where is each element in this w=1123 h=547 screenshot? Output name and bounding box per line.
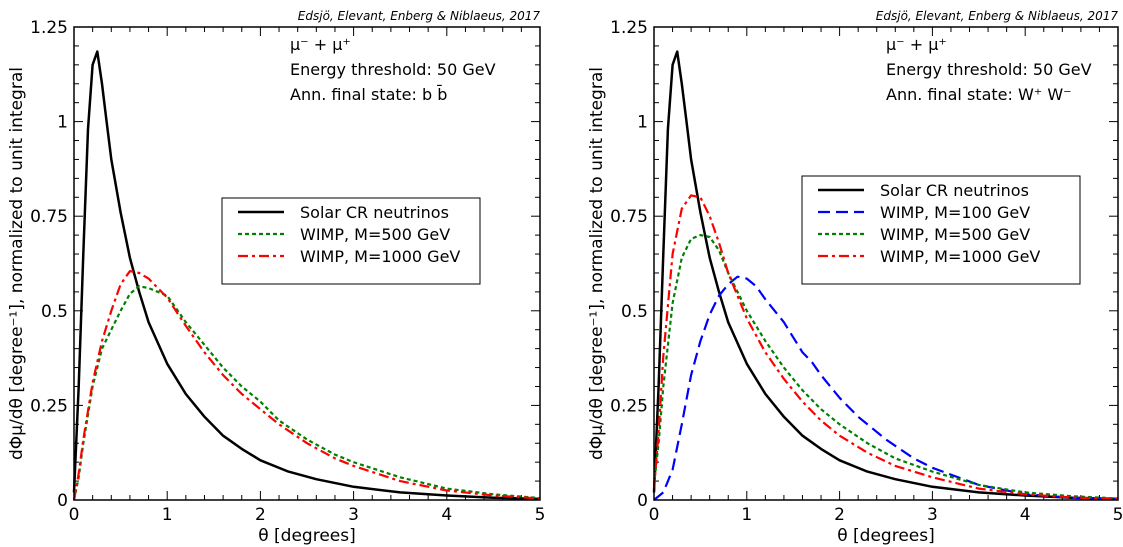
chart-panel-1: 0 1 2 3 4 5 0 0.25 0.5 0.75 1 1.25 Edsjö, Elevant, E… xyxy=(7,9,545,546)
x-axis-label: θ [degrees] xyxy=(837,526,935,546)
credit-text: Edsjö, Elevant, Enberg & Niblaeus, 2017 xyxy=(876,9,1119,23)
series-line-3 xyxy=(72,270,541,501)
series-line-1 xyxy=(72,50,541,501)
x-tick-label: 0 xyxy=(69,505,80,525)
annotation-text: Ann. final state: W⁺ W⁻ xyxy=(886,85,1072,104)
annotation-text: Energy threshold: 50 GeV xyxy=(290,60,496,79)
plot-frame xyxy=(653,26,1119,501)
x-tick-label: 5 xyxy=(1113,505,1123,525)
legend-label: WIMP, M=1000 GeV xyxy=(880,247,1040,266)
legend-label: Solar CR neutrinos xyxy=(300,203,449,222)
legend-label: WIMP, M=500 GeV xyxy=(300,225,450,244)
annotation-text: μ⁻ + μ⁺ xyxy=(886,35,947,54)
y-tick-label: 0.75 xyxy=(30,207,68,227)
x-tick-label: 1 xyxy=(162,505,173,525)
series-line-2 xyxy=(72,285,541,501)
x-tick-label: 4 xyxy=(1020,505,1031,525)
series-line-2 xyxy=(653,275,1119,501)
y-tick-label: 0.25 xyxy=(610,396,648,416)
y-tick-label: 1 xyxy=(637,113,648,133)
annotation-text: Ann. final state: b b̄ xyxy=(290,85,447,104)
y-axis-label: dΦμ/dθ [degree⁻¹], normalized to unit in… xyxy=(587,67,607,460)
x-tick-label: 2 xyxy=(834,505,845,525)
y-tick-label: 0.5 xyxy=(621,302,648,322)
y-tick-label: 1.25 xyxy=(30,18,68,38)
chart-panel-2: 0 1 2 3 4 5 0 0.25 0.5 0.75 1 1.25 Edsjö, Elevant, E… xyxy=(587,9,1123,546)
x-tick-label: 1 xyxy=(741,505,752,525)
x-tick-label: 2 xyxy=(255,505,266,525)
series-line-4 xyxy=(652,194,1119,501)
y-tick-label: 0.25 xyxy=(30,396,68,416)
x-tick-label: 3 xyxy=(348,505,359,525)
legend-label: WIMP, M=500 GeV xyxy=(880,225,1030,244)
y-axis-label: dΦμ/dθ [degree⁻¹], normalized to unit in… xyxy=(7,67,27,460)
legend-label: Solar CR neutrinos xyxy=(880,181,1029,200)
legend-label: WIMP, M=100 GeV xyxy=(880,203,1030,222)
y-tick-label: 0.5 xyxy=(41,302,68,322)
y-tick-label: 1 xyxy=(57,113,68,133)
x-tick-label: 3 xyxy=(927,505,938,525)
y-tick-label: 1.25 xyxy=(610,18,648,38)
series-line-1 xyxy=(652,50,1119,501)
x-tick-label: 5 xyxy=(535,505,546,525)
x-tick-label: 0 xyxy=(649,505,660,525)
y-tick-label: 0 xyxy=(637,491,648,511)
series-line-3 xyxy=(652,234,1119,500)
x-axis-label: θ [degrees] xyxy=(258,526,356,546)
y-tick-label: 0 xyxy=(57,491,68,511)
legend-box xyxy=(801,175,1081,285)
credit-text: Edsjö, Elevant, Enberg & Niblaeus, 2017 xyxy=(298,9,541,23)
annotation-text: Energy threshold: 50 GeV xyxy=(886,60,1092,79)
annotation-text: μ⁻ + μ⁺ xyxy=(290,35,351,54)
plot-frame xyxy=(73,26,541,501)
x-tick-label: 4 xyxy=(441,505,452,525)
y-tick-label: 0.75 xyxy=(610,207,648,227)
legend-label: WIMP, M=1000 GeV xyxy=(300,247,460,266)
